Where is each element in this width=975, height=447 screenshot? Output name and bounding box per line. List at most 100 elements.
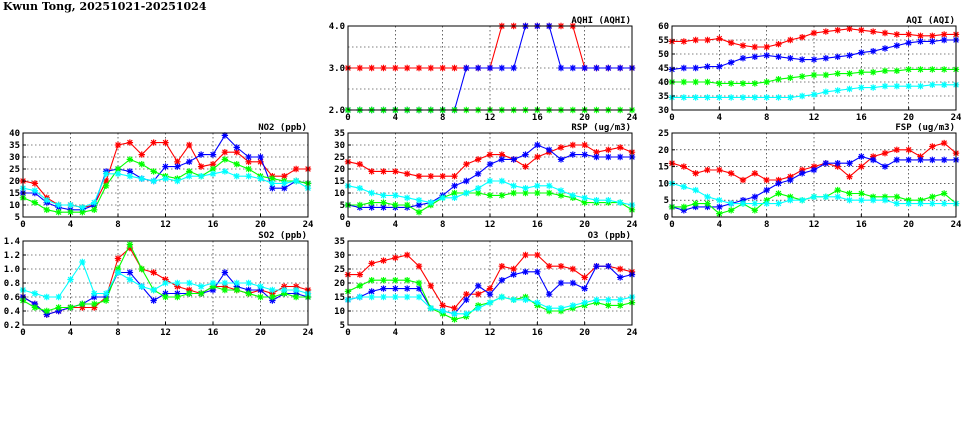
chart-title: NO2 (ppb)	[258, 123, 307, 133]
data-point	[822, 55, 830, 62]
data-point	[257, 158, 264, 165]
data-point	[55, 307, 62, 315]
y-tick-label: 0	[340, 213, 345, 223]
data-point	[869, 153, 877, 160]
data-point	[368, 293, 375, 301]
data-point	[269, 286, 276, 294]
chart-fsp: 0 4 8 12 16 20 24 0 5 10 15 20 25 FSP (ug/m3)	[658, 123, 962, 230]
data-point	[474, 64, 482, 72]
data-point	[940, 139, 948, 147]
data-point	[822, 28, 830, 35]
data-point	[233, 283, 240, 290]
data-point	[881, 45, 889, 52]
data-point	[557, 279, 565, 287]
data-point	[31, 199, 39, 206]
y-tick-label: 40	[9, 129, 20, 139]
x-tick-label: 24	[303, 220, 314, 230]
data-point	[102, 182, 110, 189]
data-point	[427, 64, 435, 72]
data-point	[751, 170, 759, 177]
data-point	[233, 149, 240, 156]
y-tick-label: 0.4	[4, 307, 21, 317]
data-point	[940, 200, 948, 207]
data-point	[403, 201, 411, 209]
data-point	[463, 296, 470, 303]
data-point	[451, 310, 458, 317]
chart-aqi: 0 4 8 12 16 20 24 30 35 40 45 50 55 60 AQI (AQI)	[658, 16, 962, 123]
data-point	[126, 173, 134, 180]
data-point	[245, 286, 252, 294]
data-point	[751, 200, 759, 207]
data-point	[775, 53, 782, 60]
data-point	[439, 302, 446, 309]
data-point	[881, 193, 889, 201]
data-point	[486, 177, 494, 185]
data-point	[893, 42, 901, 49]
data-point	[486, 192, 494, 199]
data-point	[197, 283, 205, 290]
data-point	[569, 141, 577, 149]
data-point	[605, 302, 612, 309]
y-tick-label: 10	[334, 307, 345, 317]
data-point	[763, 176, 770, 184]
data-point	[858, 153, 865, 160]
data-point	[716, 63, 723, 70]
data-point	[209, 170, 217, 177]
data-point	[581, 194, 588, 201]
data-point	[810, 163, 818, 170]
data-point	[917, 66, 924, 73]
data-point	[905, 39, 912, 46]
data-point	[810, 56, 818, 63]
data-point	[763, 200, 770, 207]
x-tick-label: 12	[160, 328, 171, 338]
data-point	[114, 165, 122, 173]
data-point	[881, 149, 889, 157]
data-point	[257, 175, 264, 182]
data-point	[704, 63, 711, 70]
data-point	[775, 94, 782, 101]
data-point	[605, 146, 612, 153]
data-point	[534, 251, 541, 259]
data-point	[498, 156, 506, 163]
y-tick-label: 20	[9, 177, 20, 187]
data-point	[221, 279, 229, 287]
data-point	[439, 194, 446, 201]
data-point	[79, 258, 86, 266]
x-tick-label: 20	[579, 113, 590, 123]
data-point	[55, 209, 62, 216]
y-tick-label: 20	[334, 165, 345, 175]
data-point	[281, 283, 288, 290]
x-tick-label: 0	[20, 220, 25, 230]
y-tick-label: 5	[664, 196, 669, 206]
data-point	[798, 170, 806, 177]
data-point	[281, 173, 288, 180]
data-point	[79, 300, 86, 308]
data-point	[486, 64, 494, 72]
data-point	[834, 27, 841, 34]
y-tick-label: 25	[658, 129, 669, 139]
data-point	[102, 170, 110, 177]
data-point	[356, 271, 364, 278]
y-tick-label: 30	[9, 153, 20, 163]
data-point	[751, 80, 759, 87]
data-point	[692, 170, 699, 177]
data-point	[257, 153, 264, 161]
data-point	[91, 290, 98, 297]
data-point	[846, 52, 853, 59]
data-point	[569, 151, 577, 158]
data-point	[775, 41, 782, 48]
x-tick-label: 20	[255, 220, 266, 230]
data-point	[498, 293, 506, 301]
data-point	[704, 78, 711, 86]
x-tick-label: 0	[345, 220, 350, 230]
data-point	[439, 64, 446, 72]
data-point	[67, 304, 74, 311]
data-point	[569, 302, 577, 309]
x-tick-label: 8	[764, 220, 769, 230]
data-point	[427, 305, 435, 312]
data-point	[221, 286, 229, 294]
data-point	[356, 161, 364, 168]
data-point	[846, 197, 853, 204]
data-point	[581, 151, 588, 158]
data-point	[403, 293, 411, 301]
